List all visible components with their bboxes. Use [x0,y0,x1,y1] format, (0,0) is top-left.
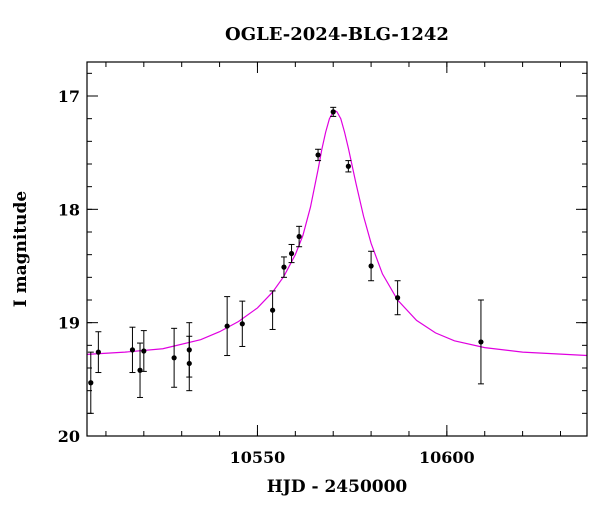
data-point [171,355,177,361]
data-point [345,163,351,169]
data-point [141,348,147,354]
data-point [224,323,230,329]
data-point [368,263,374,269]
data-point [137,367,143,373]
data-point [288,250,295,257]
chart-title: OGLE-2024-BLG-1242 [225,24,449,45]
data-point [186,347,192,353]
y-tick-label: 18 [58,200,80,219]
data-point [296,233,302,240]
data-point [129,347,136,353]
data-point [315,152,321,158]
x-tick-label: 10600 [419,448,475,467]
y-tick-label: 20 [58,427,80,446]
data-point [88,380,94,386]
plot-frame [86,61,588,437]
data-point [330,109,336,115]
data-point [478,339,484,345]
x-tick-label: 10550 [230,448,286,467]
model-curve [87,110,587,357]
data-point [95,349,101,355]
data-point [281,264,287,270]
data-point [270,307,276,313]
y-axis-label: I magnitude [11,191,31,308]
x-axis-label: HJD - 2450000 [267,477,408,497]
y-tick-label: 19 [58,314,80,333]
plot-area: 10550 10600 17 18 19 20 [58,61,588,467]
data-point [395,295,401,301]
y-tick-label: 17 [58,87,80,106]
data-point [239,321,245,327]
